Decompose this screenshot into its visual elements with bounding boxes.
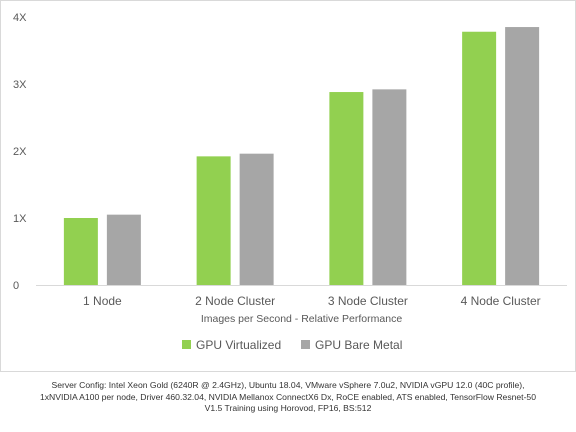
y-tick-label: 2X bbox=[13, 146, 27, 158]
footnote-line-3: V1.5 Training using Horovod, FP16, BS:51… bbox=[204, 403, 372, 413]
y-tick-label: 1X bbox=[13, 213, 27, 225]
x-category-label: 1 Node bbox=[83, 294, 122, 308]
bar-gpu-virtualized bbox=[63, 218, 98, 285]
x-axis-categories: 1 Node 2 Node Cluster 3 Node Cluster 4 Node… bbox=[83, 294, 541, 308]
legend: GPU Virtualized GPU Bare Metal bbox=[182, 338, 402, 352]
legend-label: GPU Bare Metal bbox=[315, 338, 402, 352]
legend-swatch bbox=[182, 340, 191, 349]
y-tick-label: 0 bbox=[13, 280, 19, 292]
bar-gpu-virtualized bbox=[329, 92, 364, 285]
x-category-label: 4 Node Cluster bbox=[461, 294, 541, 308]
bar-gpu-bare-metal bbox=[106, 214, 141, 285]
y-tick-label: 4X bbox=[13, 12, 27, 24]
legend-label: GPU Virtualized bbox=[196, 338, 281, 352]
bar-chart: 0 1X 2X 3X 4X 1 Node 2 Node Cluster 3 Node Clu… bbox=[13, 12, 567, 352]
y-axis-ticks: 0 1X 2X 3X 4X bbox=[13, 12, 27, 292]
x-category-label: 3 Node Cluster bbox=[328, 294, 408, 308]
bar-gpu-virtualized bbox=[462, 31, 497, 285]
x-category-label: 2 Node Cluster bbox=[195, 294, 275, 308]
server-config-footnote: Server Config: Intel Xeon Gold (6240R @ … bbox=[0, 380, 576, 415]
footnote-line-1: Server Config: Intel Xeon Gold (6240R @ … bbox=[51, 380, 525, 390]
chart-frame: 0 1X 2X 3X 4X 1 Node 2 Node Cluster 3 Node Clu… bbox=[0, 0, 576, 372]
bars bbox=[63, 27, 540, 286]
footnote-line-2: 1xNVIDIA A100 per node, Driver 460.32.04… bbox=[39, 391, 536, 402]
x-axis-label: Images per Second - Relative Performance bbox=[201, 313, 403, 325]
bar-gpu-bare-metal bbox=[372, 89, 407, 285]
bar-gpu-bare-metal bbox=[505, 27, 540, 286]
legend-swatch bbox=[301, 340, 310, 349]
bar-gpu-bare-metal bbox=[239, 153, 274, 285]
y-tick-label: 3X bbox=[13, 79, 27, 91]
bar-gpu-virtualized bbox=[196, 156, 231, 285]
